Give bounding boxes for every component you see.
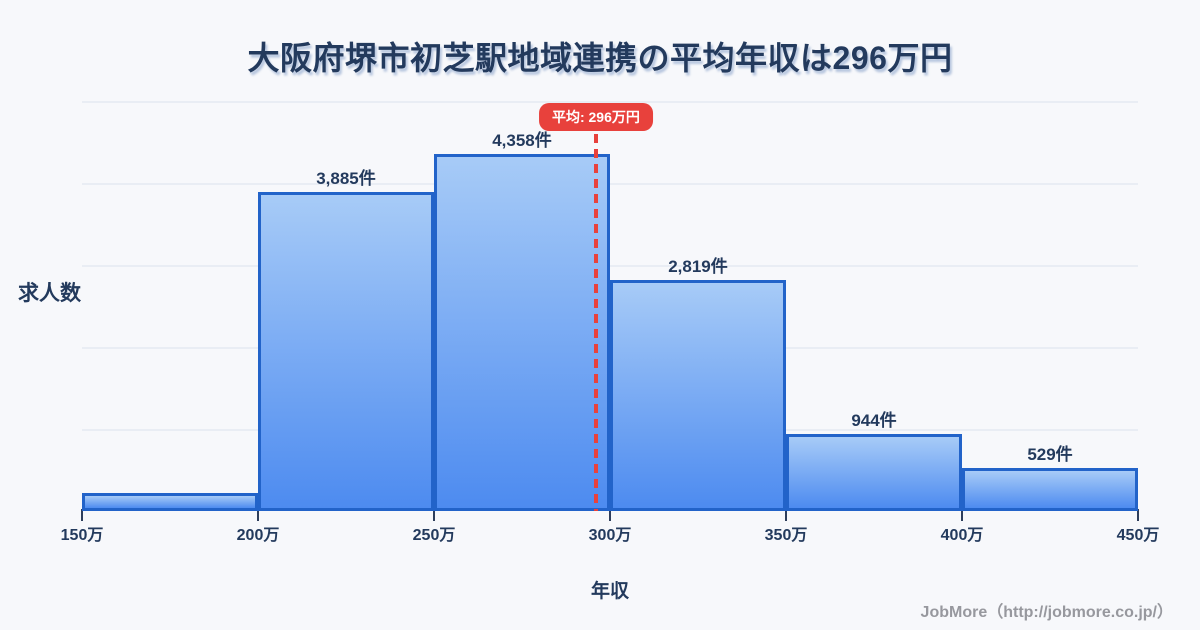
bar-value-label: 529件 — [1027, 444, 1073, 464]
y-axis-label: 求人数 — [18, 282, 81, 305]
x-axis-tick — [81, 509, 83, 521]
x-axis-tick — [609, 509, 611, 521]
x-axis-tick — [961, 509, 963, 521]
x-axis-tick-label: 450万 — [1116, 527, 1160, 544]
x-axis-tick — [785, 509, 787, 521]
horizontal-gridline — [82, 265, 1138, 267]
x-axis-label: 年収 — [590, 581, 630, 602]
histogram-bar — [962, 467, 1138, 511]
bar-value-label: 3,885件 — [316, 169, 376, 189]
histogram-bar — [786, 433, 962, 511]
histogram-bar — [434, 153, 610, 511]
x-axis-tick — [1137, 509, 1139, 521]
average-line — [593, 134, 598, 511]
chart-title: 大阪府堺市初芝駅地域連携の平均年収は296万円 — [247, 40, 953, 76]
bar-value-label: 944件 — [851, 410, 897, 430]
average-badge: 平均: 296万円 — [538, 103, 653, 131]
x-axis-tick-label: 250万 — [412, 527, 456, 544]
x-axis-tick-label: 400万 — [940, 527, 984, 544]
histogram-bar — [258, 192, 434, 511]
footer-credit: JobMore（http://jobmore.co.jp/） — [920, 604, 1173, 621]
bar-value-label: 2,819件 — [668, 256, 728, 276]
x-axis-tick — [257, 509, 259, 521]
horizontal-gridline — [82, 183, 1138, 185]
bar-value-label: 4,358件 — [492, 130, 552, 150]
histogram-bar — [82, 492, 258, 511]
x-axis-tick-label: 200万 — [236, 527, 280, 544]
x-axis-tick-label: 300万 — [588, 527, 632, 544]
x-axis-tick-label: 150万 — [60, 527, 104, 544]
x-axis-tick — [433, 509, 435, 521]
histogram-bar — [610, 279, 786, 511]
horizontal-gridline — [82, 101, 1138, 103]
x-axis-tick-label: 350万 — [764, 527, 808, 544]
